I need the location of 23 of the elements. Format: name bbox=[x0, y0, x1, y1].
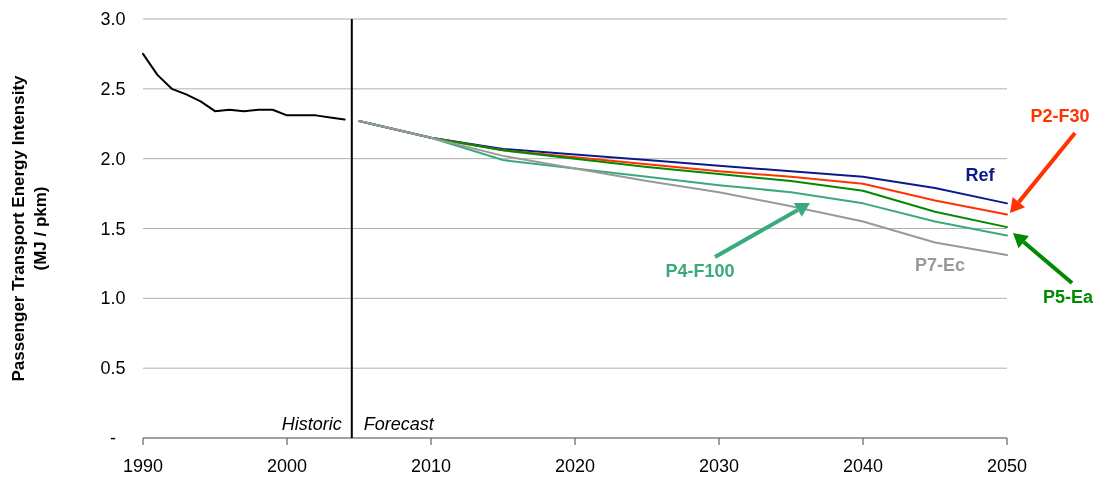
x-tick-label: 2020 bbox=[554, 456, 596, 476]
annotation: Forecast bbox=[363, 414, 435, 434]
annotation: Historic bbox=[281, 414, 342, 434]
line-series bbox=[142, 52, 346, 121]
x-tick-label: 2050 bbox=[986, 456, 1028, 476]
y-tick-label: - bbox=[110, 428, 116, 448]
x-tick-label: 1990 bbox=[122, 456, 164, 476]
x-tick-label: 2010 bbox=[410, 456, 452, 476]
text: P4-F100 bbox=[665, 261, 735, 281]
legend-label: P5-Ea bbox=[1042, 287, 1094, 307]
y-tick-label: 0.5 bbox=[100, 358, 126, 379]
y-axis-title: Passenger Transport Energy Intensity (MJ / pkm) bbox=[9, 74, 50, 382]
y-tick-label: 2.5 bbox=[100, 78, 126, 99]
series-label: P7-Ec bbox=[914, 255, 966, 275]
text: P2-F30 bbox=[1030, 106, 1090, 126]
x-tick-label: 2040 bbox=[842, 456, 884, 476]
x-tick-label: 2030 bbox=[698, 456, 740, 476]
series-label: Ref bbox=[965, 165, 996, 185]
x-tick-label: 2000 bbox=[266, 456, 308, 476]
y-tick-label: 2.0 bbox=[100, 148, 126, 169]
y-tick-label: 1.5 bbox=[100, 218, 126, 239]
y-tick-label: 3.0 bbox=[100, 9, 126, 29]
y-tick-label: 1.0 bbox=[100, 288, 126, 309]
